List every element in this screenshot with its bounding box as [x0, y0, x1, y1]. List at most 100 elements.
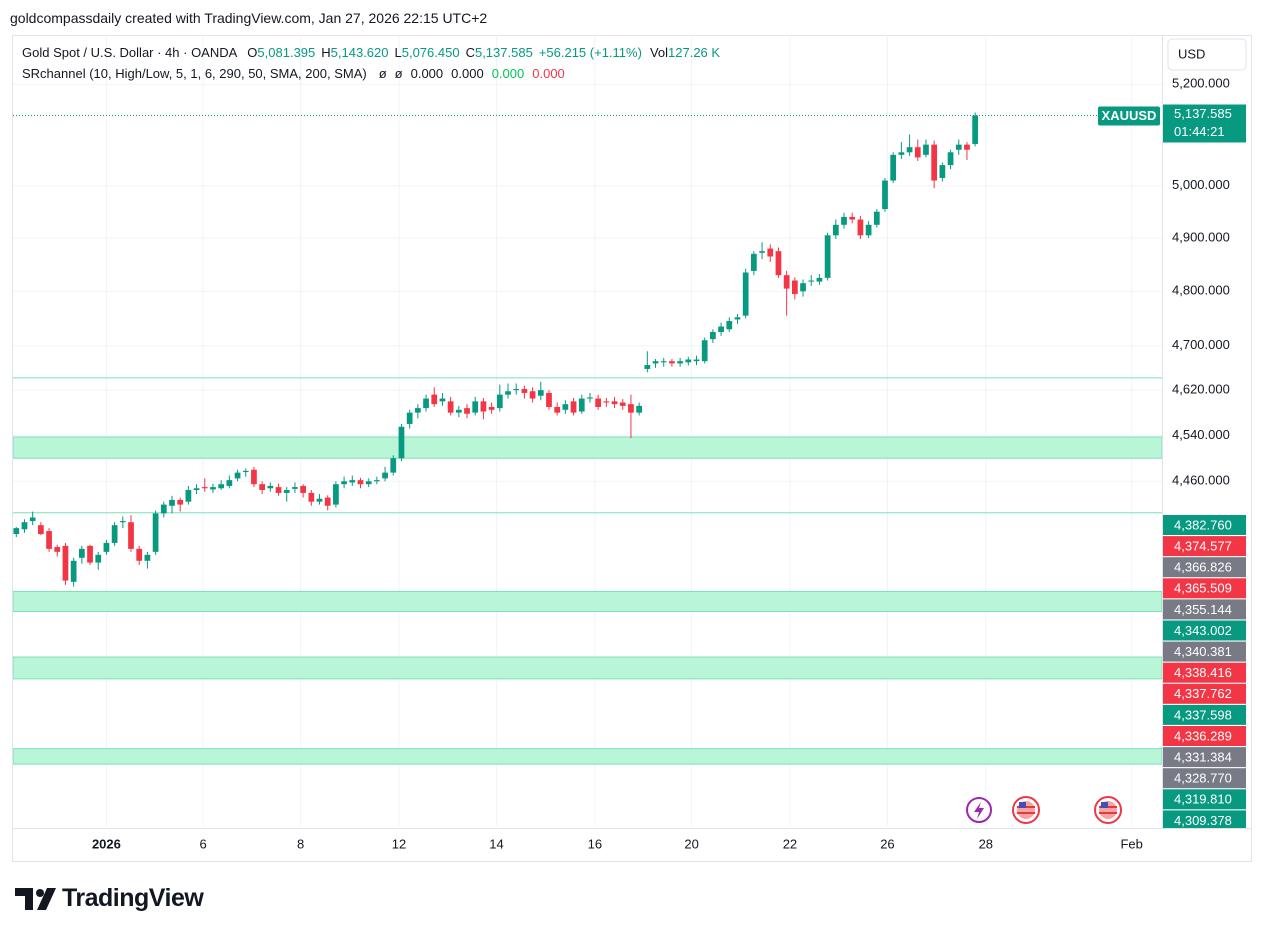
candle-body	[939, 165, 946, 178]
sr-price-tag	[1163, 536, 1246, 557]
candle-body	[201, 487, 208, 489]
sr-price-tag	[1163, 683, 1246, 704]
indicator-name: SRchannel (10, High/Low, 5, 1, 6, 290, 5…	[22, 66, 367, 81]
candle-body	[87, 545, 93, 563]
candle-body	[808, 280, 815, 282]
candle-body	[923, 144, 929, 155]
candle-body	[742, 272, 749, 316]
y-tick-label: 4,900.000	[1172, 229, 1230, 244]
candle-body	[374, 480, 380, 482]
candle-body	[955, 144, 962, 150]
sr-price-tag	[1163, 747, 1246, 768]
candle-body	[791, 280, 798, 294]
candle-body	[652, 361, 659, 364]
sr-zone	[13, 656, 1162, 680]
candle-body	[628, 404, 634, 413]
flag-canton	[1019, 802, 1026, 808]
indicator-value: 0.000	[410, 66, 444, 81]
candle-body	[857, 219, 864, 236]
price-tag	[1163, 104, 1246, 143]
ohlc-value: 5,143.620	[330, 45, 389, 60]
candle-body	[70, 560, 77, 582]
sr-price-tag	[1163, 620, 1246, 641]
logo-shape	[15, 888, 33, 910]
candle-body	[251, 469, 257, 485]
sr-price-tag	[1163, 578, 1246, 599]
sr-price-label: 4,336.289	[1174, 728, 1232, 743]
symbol-name: Gold Spot / U.S. Dollar · 4h · OANDA	[22, 45, 238, 60]
us-flag-icon[interactable]	[1012, 796, 1040, 824]
logo-mark	[15, 888, 56, 910]
indicator-legend: SRchannel (10, High/Low, 5, 1, 6, 290, 5…	[22, 66, 565, 81]
sr-price-tag	[1163, 768, 1246, 789]
candle-body	[570, 401, 577, 413]
candle-body	[947, 152, 954, 166]
candle-body	[398, 426, 405, 459]
candle-body	[95, 554, 102, 563]
candle-body	[308, 492, 315, 502]
candle-body	[144, 554, 151, 561]
candle-body	[234, 472, 241, 479]
candle-body	[218, 484, 225, 489]
sr-price-label: 4,365.509	[1174, 581, 1232, 596]
x-tick-label: 2026	[92, 836, 121, 851]
sr-price-label: 4,374.577	[1174, 539, 1232, 554]
candle-body	[529, 391, 536, 399]
indicator-value: ø	[394, 66, 403, 81]
x-tick-label: 16	[588, 836, 602, 851]
candle-body	[972, 115, 979, 144]
sr-price-tag	[1163, 641, 1246, 662]
ohlc-value: 5,137.585	[474, 45, 533, 60]
candle-body	[382, 472, 388, 479]
candle-body	[283, 490, 290, 493]
x-tick-label: 28	[979, 836, 993, 851]
x-tick-label: 12	[392, 836, 406, 851]
lightning	[974, 802, 984, 819]
candle-body	[480, 401, 487, 412]
candle-body	[611, 401, 618, 405]
y-tick-label: 4,800.000	[1172, 283, 1230, 298]
ohlc-label: L	[394, 45, 402, 60]
ohlc-label: H	[321, 45, 331, 60]
candle-body	[964, 144, 970, 150]
sr-price-label: 4,328.770	[1174, 771, 1232, 786]
x-tick-label: 8	[297, 836, 304, 851]
candle-body	[406, 412, 413, 424]
indicator-value: 0.000	[451, 66, 484, 81]
sr-price-label: 4,337.598	[1174, 707, 1232, 722]
candle-body	[78, 548, 85, 558]
candle-body	[46, 531, 52, 549]
candle-body	[390, 458, 397, 473]
candle-body	[546, 392, 552, 407]
us-flag-icon[interactable]	[1094, 796, 1122, 824]
chart-frame	[12, 35, 1252, 862]
candle-body	[13, 528, 20, 535]
candle-body	[128, 522, 134, 549]
event-icons	[966, 796, 1122, 824]
candle-body	[931, 144, 938, 181]
candle-body	[447, 401, 454, 413]
y-tick-label: 4,620.000	[1172, 382, 1230, 397]
candle-body	[177, 499, 184, 505]
candle-body	[455, 409, 462, 413]
candle-body	[349, 480, 356, 483]
price-tag-value: 5,137.585	[1174, 106, 1232, 121]
candle-body	[537, 390, 544, 396]
candle-body	[783, 275, 790, 289]
candle-body	[562, 404, 569, 410]
y-tick-label: 4,460.000	[1172, 473, 1230, 488]
candle-body	[718, 326, 724, 333]
sr-price-label: 4,319.810	[1174, 792, 1232, 807]
currency-button[interactable]	[1167, 38, 1247, 71]
x-tick-label: 26	[880, 836, 894, 851]
candle-body	[242, 470, 249, 473]
currency[interactable]: USD	[1178, 46, 1205, 61]
candle-body	[365, 481, 372, 485]
candle-body	[62, 545, 69, 581]
candle-body	[578, 398, 585, 412]
symbol-legend: Gold Spot / U.S. Dollar · 4h · OANDA O 5,0…	[22, 45, 720, 60]
candle-body	[185, 490, 192, 502]
candle-body	[193, 488, 200, 491]
symbol-tag	[1098, 106, 1160, 126]
